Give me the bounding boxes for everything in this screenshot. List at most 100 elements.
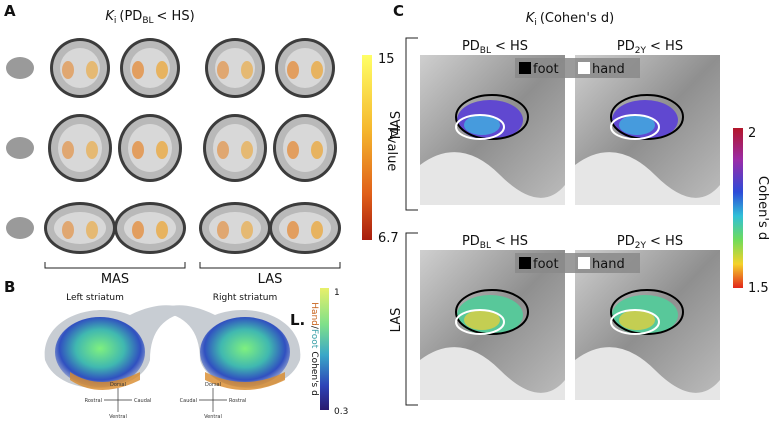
colorbar [733,128,743,288]
mri-structure [420,347,565,400]
figure-layer: A Ki (PDBL < HS) 15 6.7 T-value MAS LAS B … [4,2,770,420]
activation [62,141,74,159]
legend-swatch [578,257,590,269]
colorbar-label: T-value [384,124,399,172]
colorbar [320,288,329,410]
activation [241,141,253,159]
title-part: < HS) [157,9,195,24]
bracket [199,262,341,269]
colorbar-min: 0.3 [334,407,348,417]
foot-outline [455,94,529,140]
hand-outline [455,309,505,335]
row-frame [405,37,418,211]
row-label: LAS [389,308,404,333]
column-header: PD2Y < HS [617,39,683,56]
activation [311,221,323,239]
activation [217,61,229,79]
header-part: PD [462,39,480,54]
legend-swatch [519,257,531,269]
side-label: L. [290,311,305,329]
legend-box [515,58,640,78]
header-part: < HS [650,39,683,54]
activation [311,61,323,79]
colorbar-label: Cohen's d [755,176,770,240]
header-part: 2Y [635,241,647,251]
orientation: Ventral [109,414,127,420]
orientation: Rostral [85,398,102,404]
group-label: LAS [258,272,283,287]
brain-thumbnail [6,57,34,79]
panel-label: C [393,2,404,20]
striatum-map [55,317,145,387]
panel-label: A [4,2,16,20]
orientation-cross [104,388,227,412]
title-part: (Cohen's d) [540,11,614,26]
striatum-title: Right striatum [213,293,278,303]
brain-slice [124,212,176,244]
striatum-map [205,372,285,390]
colorbar [362,55,372,240]
brain-slice [213,124,257,172]
colorbar-max: 15 [378,52,395,67]
colorbar-max: 1 [334,288,340,298]
orientation: Ventral [204,414,222,420]
header-part: 2Y [635,46,647,56]
header-part: PD [462,234,480,249]
orientation: Caudal [180,398,197,404]
panel-label: B [4,278,15,296]
legend-swatch [578,62,590,74]
header-part: BL [480,46,491,56]
title-part: K [526,11,536,26]
brain-slice [128,124,172,172]
activation [156,61,168,79]
title-part: i [114,16,117,26]
label-part: Foot [309,329,319,349]
mri-structure [420,152,565,205]
brain-slice [279,212,331,244]
orientation: Caudal [134,398,151,404]
activation [241,61,253,79]
foot-outline [455,289,529,335]
foot-outline [610,289,684,335]
legend-label: foot [533,62,559,77]
header-part: < HS [495,234,528,249]
panel-title: Ki (PDBL < HS) [105,9,194,26]
striatum-map [200,317,290,387]
activation [156,221,168,239]
orientation: Dorsal [205,382,221,388]
title-part: i [534,18,537,28]
legend-box [515,253,640,273]
row-frame [405,232,418,406]
activation [287,141,299,159]
orientation: Rostral [229,398,246,404]
activation [62,61,74,79]
header-part: < HS [495,39,528,54]
activation [62,221,74,239]
hand-outline [455,114,505,140]
colorbar-max: 2 [748,126,756,141]
orientation: Dorsal [110,382,126,388]
hand-outline [610,114,660,140]
hand-outline [610,309,660,335]
activation [311,141,323,159]
label-part: Hand [309,302,319,326]
column-header: PD2Y < HS [617,234,683,251]
activation [156,141,168,159]
row-label: MAS [389,111,404,139]
striatum-title: Left striatum [66,293,124,303]
colorbar-min: 6.7 [378,231,399,246]
cohens-d-map [464,310,500,330]
legend-label: hand [592,257,625,272]
cohens-d-map [619,310,655,330]
column-header: PDBL < HS [462,234,528,251]
column-header: PDBL < HS [462,39,528,56]
title-part: BL [142,16,153,26]
legend-label: hand [592,62,625,77]
activation [287,61,299,79]
title-part: (PD [119,9,142,24]
brain-thumbnail [6,137,34,159]
activation [86,61,98,79]
cohens-d-map [619,115,655,135]
legend-swatch [519,62,531,74]
